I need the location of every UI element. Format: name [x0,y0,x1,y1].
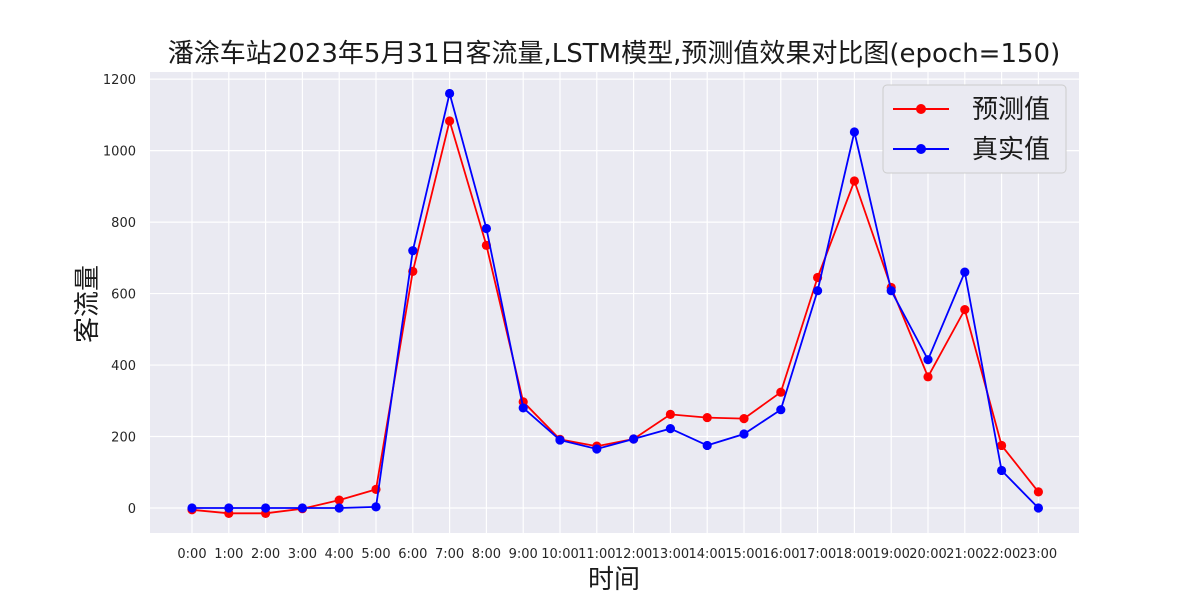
x-tick-label: 11:00 [578,547,615,562]
legend-marker-actual [916,144,926,154]
data-point-predicted [997,440,1007,451]
data-point-predicted [702,412,712,423]
x-tick-label: 14:00 [688,547,725,562]
data-point-predicted [923,372,933,382]
data-point-actual [297,503,307,513]
data-point-actual [334,503,344,513]
x-tick-label: 18:00 [836,547,873,562]
data-point-predicted [960,305,970,315]
data-point-predicted [665,409,676,419]
y-tick-label: 0 [128,502,136,517]
x-tick-label: 2:00 [251,547,280,562]
data-point-actual [224,503,234,513]
data-point-actual [886,286,896,296]
y-tick-label: 1200 [103,73,136,88]
x-tick-label: 23:00 [1020,547,1057,562]
data-point-actual [1033,503,1043,513]
data-point-predicted [849,176,860,186]
legend-label-actual: 真实值 [972,135,1050,165]
data-point-actual [960,267,970,277]
data-point-actual [261,503,271,513]
x-tick-label: 3:00 [288,547,317,562]
data-point-actual [665,424,676,434]
x-tick-label: 20:00 [909,547,946,562]
data-point-actual [923,355,933,365]
data-point-actual [555,435,565,445]
x-tick-label: 7:00 [435,547,464,562]
data-point-actual [997,465,1007,476]
data-point-actual [481,223,491,234]
y-tick-label: 600 [111,288,136,303]
series-layer [187,88,1043,518]
legend-marker-predicted [916,104,926,114]
x-tick-label: 21:00 [946,547,983,562]
data-point-actual [776,405,786,415]
data-point-actual [518,403,528,413]
x-tick-label: 5:00 [361,547,390,562]
data-point-actual [445,88,455,99]
x-tick-label: 22:00 [983,547,1020,562]
data-point-actual [739,429,749,439]
x-tick-label: 15:00 [725,547,762,562]
data-point-actual [592,444,602,454]
y-axis-title: 客流量 [73,265,103,343]
y-tick-labels: 0 200 400 600 800 1000 1200 [103,73,136,517]
data-point-actual [629,434,639,444]
data-point-actual [371,502,381,512]
x-tick-label: 13:00 [652,547,689,562]
x-axis-title: 时间 [588,565,640,595]
x-tick-label: 12:00 [615,547,652,562]
data-point-predicted [1033,487,1043,497]
data-point-predicted [334,495,344,505]
data-point-actual [849,127,860,137]
x-tick-label: 17:00 [799,547,836,562]
x-tick-label: 8:00 [472,547,501,562]
grid-lines [150,72,1079,533]
data-point-actual [702,440,712,451]
y-tick-label: 400 [111,359,136,374]
legend: 预测值 真实值 [882,84,1067,174]
data-point-actual [813,286,823,296]
x-tick-label: 6:00 [398,547,427,562]
data-point-actual [187,503,197,513]
x-tick-label: 10:00 [541,547,578,562]
y-tick-label: 800 [111,216,136,231]
series-line-actual [192,93,1040,509]
x-tick-label: 1:00 [214,547,243,562]
x-tick-labels: 0:00 1:00 2:00 3:00 4:00 5:00 6:00 7:00 8:00 9:00… [177,547,1057,562]
x-tick-label: 19:00 [872,547,909,562]
x-tick-label: 16:00 [762,547,799,562]
legend-box [882,84,1067,174]
legend-label-predicted: 预测值 [972,95,1050,125]
data-point-predicted [445,116,455,126]
data-point-predicted [739,414,749,424]
chart-title: 潘涂车站2023年5月31日客流量,LSTM模型,预测值效果对比图(epoch=… [168,39,1061,69]
data-point-actual [408,246,418,256]
y-tick-label: 200 [111,431,136,446]
x-tick-label: 0:00 [177,547,206,562]
y-tick-label: 1000 [103,145,136,160]
x-tick-label: 4:00 [325,547,354,562]
x-tick-label: 9:00 [509,547,538,562]
data-point-predicted [776,387,786,397]
